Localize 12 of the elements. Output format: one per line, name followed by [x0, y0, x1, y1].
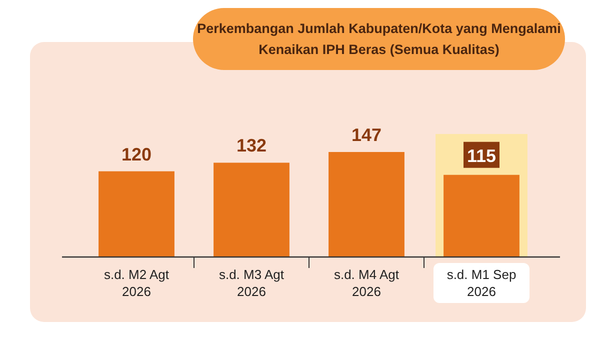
chart-title: Perkembangan Jumlah Kabupaten/Kota yang Mengalami Kenaikan IPH Beras (Semua Kualitas)	[197, 21, 561, 57]
x-tick-label: s.d. M2 Agt 2026	[104, 267, 170, 299]
bar	[328, 152, 404, 257]
bar	[98, 171, 174, 257]
bar	[214, 162, 290, 257]
data-label: 120	[121, 144, 152, 164]
x-tick-label: s.d. M3 Agt 2026	[218, 267, 284, 299]
x-tick-label: s.d. M1 Sep 2026	[446, 267, 516, 299]
data-label: 115	[466, 146, 496, 166]
x-tick-label: s.d. M4 Agt 2026	[334, 267, 400, 299]
data-label: 132	[236, 136, 267, 156]
data-label: 147	[351, 125, 382, 145]
